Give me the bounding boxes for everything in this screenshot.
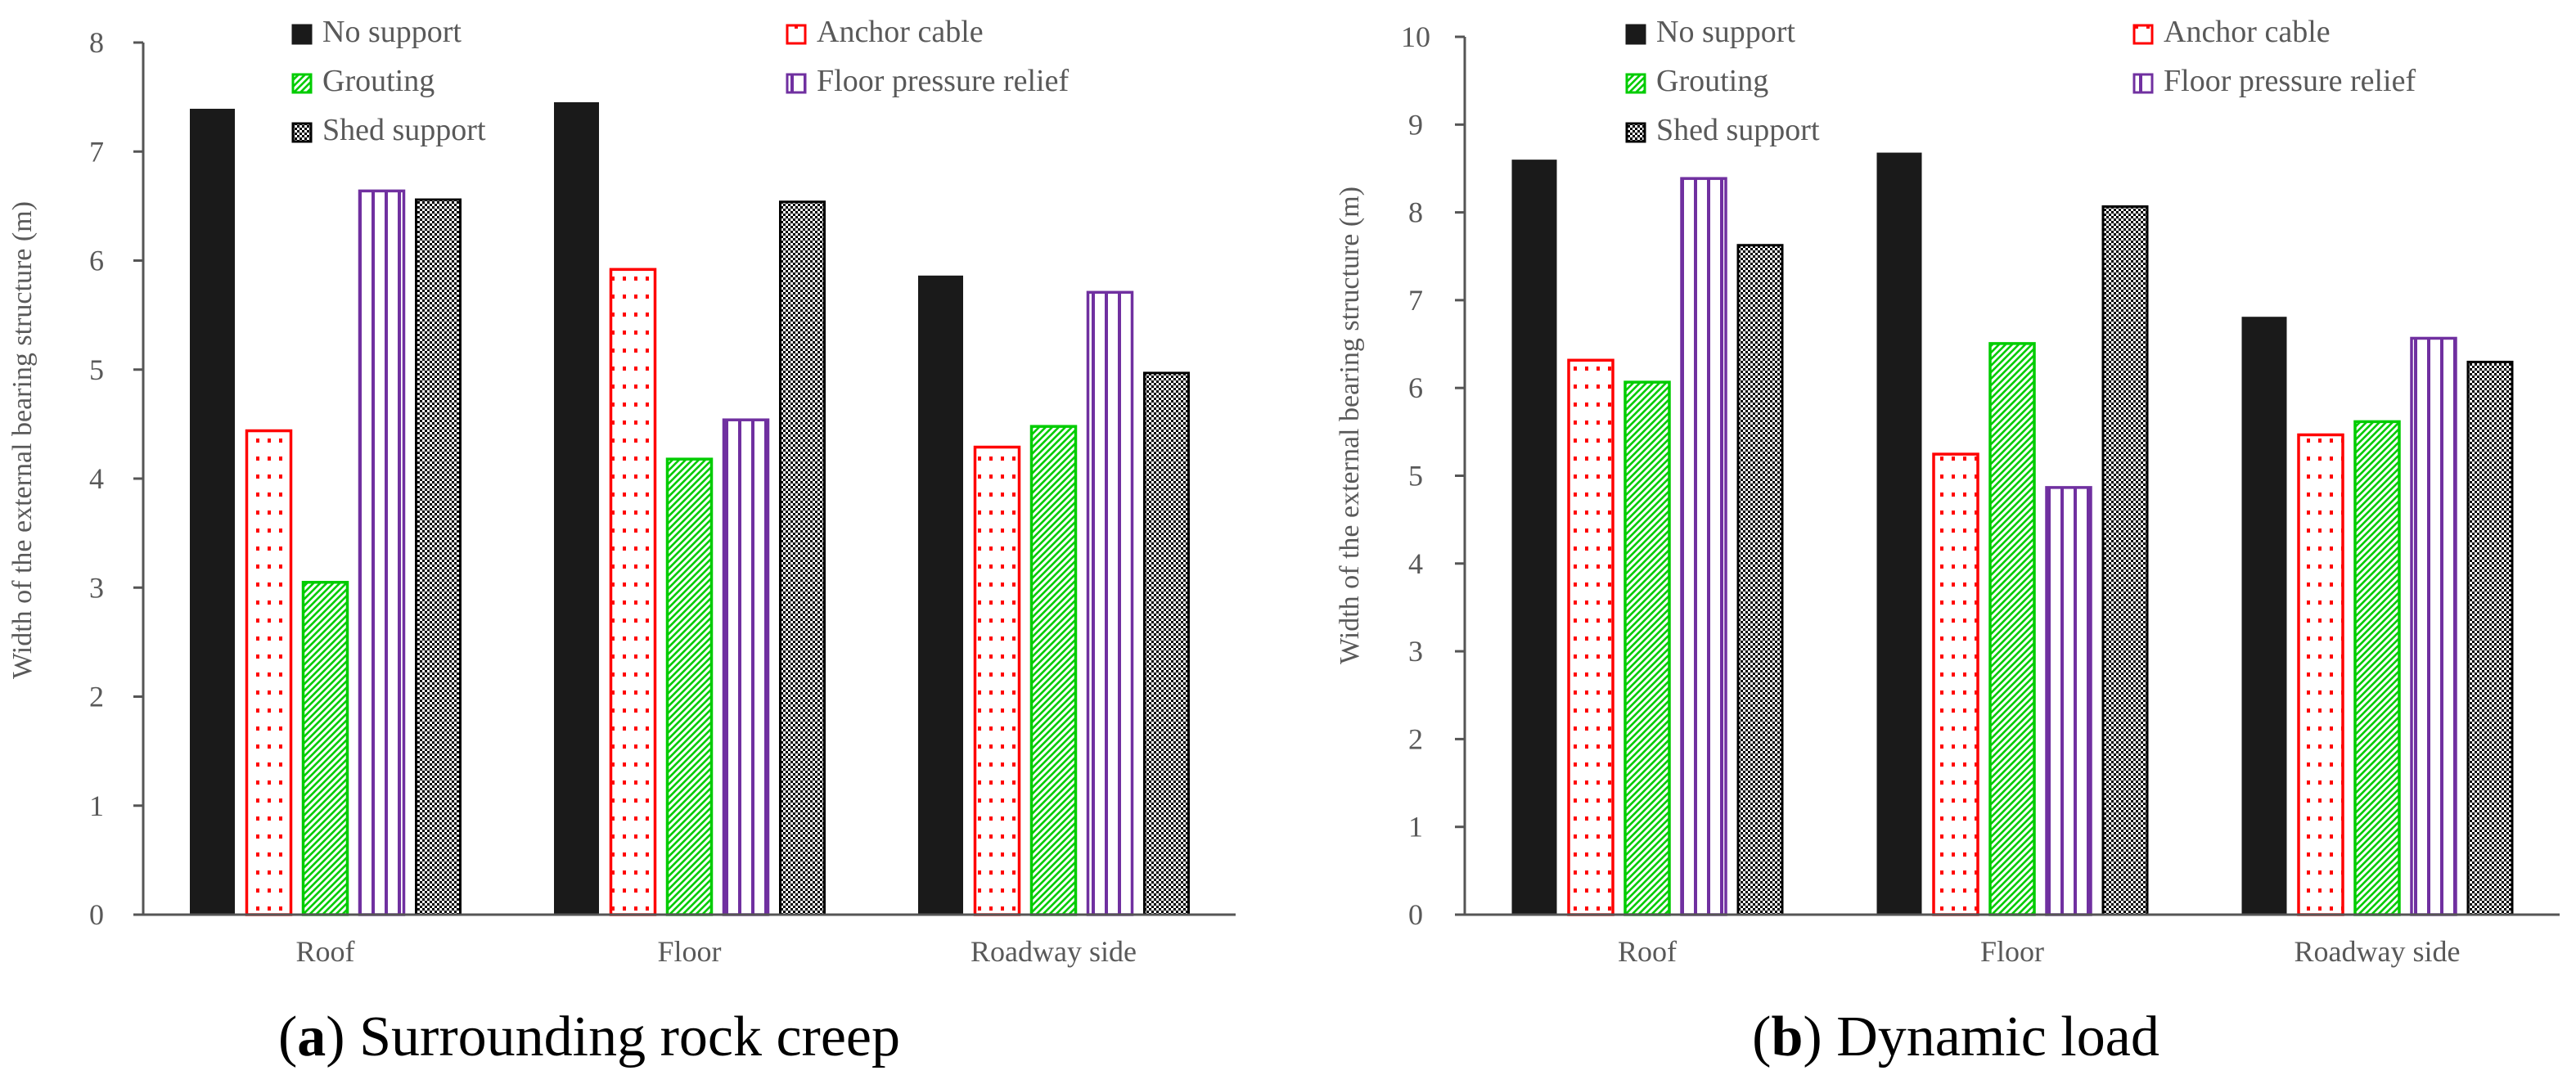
legend-label-floor-pressure-relief: Floor pressure relief (2164, 64, 2416, 98)
bar-anchor-cable-floor (1932, 452, 1979, 916)
bar-no-support-roof (1511, 160, 1557, 915)
legend-label-floor-pressure-relief: Floor pressure relief (817, 64, 1069, 98)
caption-letter-b: b (1771, 1005, 1803, 1068)
y-tick-label: 2 (89, 681, 104, 713)
caption-title-b: ) Dynamic load (1803, 1005, 2159, 1068)
y-tick-label: 3 (1408, 635, 1423, 668)
bar-no-support-floor (554, 101, 599, 915)
legend-label-anchor-cable: Anchor cable (817, 15, 984, 49)
bar-grouting-roadway-side (2353, 420, 2401, 916)
bar-shed-support-roadway-side (1143, 371, 1190, 916)
legend-label-shed-support: Shed support (322, 113, 486, 147)
y-axis-title-a: Width of the external bearing structure … (7, 201, 38, 679)
legend-swatch-floor-pressure-relief (2132, 73, 2154, 94)
y-tick-label: 0 (89, 898, 104, 931)
caption-a: (a) Surrounding rock creep (278, 1005, 900, 1068)
y-tick-label: 1 (89, 789, 104, 822)
bar-floor-pressure-relief-roadway-side (1086, 290, 1134, 916)
x-tick-label-roof: Roof (296, 935, 355, 968)
bar-anchor-cable-roadway-side (2297, 433, 2344, 916)
bar-no-support-roof (190, 108, 235, 915)
legend-swatch-floor-pressure-relief (786, 73, 807, 94)
legend-a: No support Anchor cable Grouting Floor pres… (291, 15, 1069, 147)
y-tick-label: 2 (1408, 722, 1423, 755)
bar-grouting-floor (1988, 342, 2036, 916)
legend-swatch-grouting (291, 73, 313, 94)
x-tick-label-floor: Floor (1980, 935, 2044, 968)
y-tick-label: 8 (1408, 196, 1423, 229)
bar-floor-pressure-relief-floor (722, 418, 770, 916)
x-tick-label-floor: Floor (657, 935, 721, 968)
legend-swatch-shed-support (291, 122, 313, 143)
bar-floor-pressure-relief-floor (2045, 486, 2092, 916)
bar-no-support-roadway-side (918, 275, 963, 915)
bar-shed-support-roadway-side (2466, 360, 2514, 916)
axes-b (1455, 35, 2560, 916)
bar-anchor-cable-roof (1567, 358, 1615, 916)
y-tick-label: 4 (1408, 547, 1423, 580)
y-tick-label: 10 (1401, 20, 1430, 53)
bar-anchor-cable-floor (609, 268, 657, 916)
y-tick-label: 5 (89, 353, 104, 386)
bar-layer-b (1511, 152, 2514, 916)
bar-no-support-roadway-side (2241, 317, 2287, 915)
bar-grouting-floor (665, 457, 714, 916)
bar-grouting-roof (301, 581, 349, 916)
bar-layer-a (190, 101, 1190, 916)
legend-swatch-grouting (1625, 73, 1646, 94)
y-tick-label: 1 (1408, 811, 1423, 843)
y-tick-label: 6 (1408, 371, 1423, 404)
bar-anchor-cable-roadway-side (973, 445, 1021, 916)
axes-a (133, 41, 1236, 916)
legend-label-no-support: No support (1656, 15, 1795, 49)
y-tick-label: 9 (1408, 108, 1423, 141)
bar-floor-pressure-relief-roadway-side (2410, 336, 2457, 916)
legend-label-grouting: Grouting (1656, 64, 1768, 98)
bar-shed-support-floor (779, 200, 826, 916)
bar-no-support-floor (1876, 152, 1922, 915)
caption-letter-a: a (297, 1005, 326, 1068)
bar-anchor-cable-roof (245, 429, 293, 916)
y-tick-label: 5 (1408, 460, 1423, 493)
bar-shed-support-roof (1736, 244, 1784, 916)
panel-a: 0 1 2 3 4 5 6 7 8 Roof Floor Roadway side No suppor… (7, 15, 1236, 1068)
y-tick-label: 0 (1408, 898, 1423, 931)
bar-shed-support-roof (415, 198, 462, 916)
y-tick-label: 6 (89, 245, 104, 277)
bar-floor-pressure-relief-roof (1680, 177, 1727, 916)
bar-shed-support-floor (2101, 205, 2149, 916)
bar-grouting-roof (1624, 380, 1671, 916)
bar-grouting-roadway-side (1029, 425, 1078, 916)
y-tick-label: 7 (1408, 284, 1423, 317)
y-tick-label: 4 (89, 462, 104, 495)
x-tick-label-roadway-side: Roadway side (2295, 935, 2461, 968)
legend-swatch-no-support (1625, 24, 1646, 45)
y-axis-title-b: Width of the external bearing structure … (1335, 187, 1365, 664)
legend-b: No support Anchor cable Grouting Floor pres… (1625, 15, 2416, 147)
panel-b: 0 1 2 3 4 5 6 7 8 9 10 Roof Floor Roadway side No sup… (1335, 15, 2560, 1068)
legend-swatch-no-support (291, 24, 313, 45)
legend-swatch-anchor-cable (786, 24, 807, 45)
bar-floor-pressure-relief-roof (358, 189, 406, 916)
legend-label-shed-support: Shed support (1656, 113, 1820, 147)
x-tick-label-roadway-side: Roadway side (971, 935, 1137, 968)
y-tick-label: 7 (89, 135, 104, 168)
legend-swatch-shed-support (1625, 122, 1646, 143)
legend-swatch-anchor-cable (2132, 24, 2154, 45)
y-tick-label: 3 (89, 571, 104, 604)
y-tick-label: 8 (89, 26, 104, 59)
ticks-b: 0 1 2 3 4 5 6 7 8 9 10 Roof Floor Roadway side (1401, 20, 2460, 968)
legend-label-no-support: No support (322, 15, 462, 49)
legend-label-anchor-cable: Anchor cable (2164, 15, 2331, 49)
x-tick-label-roof: Roof (1618, 935, 1677, 968)
legend-label-grouting: Grouting (322, 64, 435, 98)
caption-b: (b) Dynamic load (1752, 1005, 2159, 1068)
ticks-a: 0 1 2 3 4 5 6 7 8 Roof Floor Roadway side (89, 26, 1137, 968)
caption-title-a: ) Surrounding rock creep (326, 1005, 900, 1068)
